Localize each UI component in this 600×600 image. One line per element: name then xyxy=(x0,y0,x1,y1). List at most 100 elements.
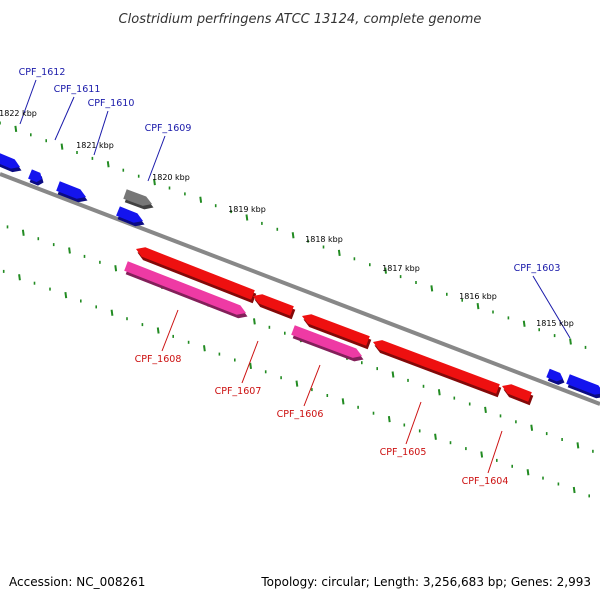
scale-tick xyxy=(295,380,299,387)
gene-cpf-1605[interactable] xyxy=(373,340,502,398)
kbp-label: 1815 kbp xyxy=(536,319,574,328)
scale-tick xyxy=(68,247,71,254)
gene-cpf-1612-body[interactable] xyxy=(28,169,42,183)
gene-label-cpf-1610[interactable]: CPF_1610 xyxy=(88,98,135,109)
scale-tick xyxy=(60,143,64,150)
gene-labels: CPF_1612 CPF_1611 CPF_1610 CPF_1609 CPF_1603… xyxy=(19,67,571,487)
scale-tick xyxy=(199,196,203,203)
gene-cpf-1612[interactable] xyxy=(28,169,44,186)
backbone-line xyxy=(0,172,600,406)
gene-label-cpf-1611[interactable]: CPF_1611 xyxy=(54,84,101,95)
kbp-label: 1818 kbp xyxy=(305,235,343,244)
scale-tick xyxy=(14,125,18,133)
genome-summary-text: Topology: circular; Length: 3,256,683 bp… xyxy=(260,575,591,589)
gene-cpf-1609-body[interactable] xyxy=(123,189,152,206)
gene-cpf-1605[interactable] xyxy=(302,314,372,350)
scale-tick xyxy=(245,214,249,221)
scale-tick xyxy=(110,309,114,316)
scale-tick xyxy=(64,291,68,299)
gene-rna-block-body[interactable] xyxy=(124,261,246,315)
scale-tick xyxy=(114,265,118,272)
accession-text: Accession: NC_008261 xyxy=(9,575,145,589)
gene-cpf-1604-body[interactable] xyxy=(502,384,532,402)
gene-cpf-1611-body[interactable] xyxy=(56,181,86,199)
scale-tick xyxy=(526,469,530,476)
scale-tick xyxy=(437,389,441,396)
kbp-label: 1816 kbp xyxy=(459,292,497,301)
scale-tick xyxy=(387,415,391,423)
gene-cpf-1607[interactable] xyxy=(253,294,296,320)
gene-cpf-1604[interactable] xyxy=(502,384,534,406)
scale-tick xyxy=(480,451,484,458)
scale-ticks xyxy=(0,121,594,498)
scale-tick xyxy=(530,424,534,431)
gene-rna-block[interactable] xyxy=(124,261,248,319)
scale-tick xyxy=(569,338,572,345)
gene-cpf-1606[interactable] xyxy=(291,325,364,362)
gene-leader-cpf-1606 xyxy=(303,364,321,407)
gene-cpf-1610-body[interactable] xyxy=(116,206,143,223)
gene-features xyxy=(0,152,600,406)
genome-backbone xyxy=(0,172,600,406)
kbp-label: 1820 kbp xyxy=(152,173,190,182)
scale-tick xyxy=(384,267,387,274)
gene-cpf-1612-body[interactable] xyxy=(0,152,20,169)
gene-leader-cpf-1604 xyxy=(487,430,503,474)
scale-tick xyxy=(21,229,25,236)
scale-tick xyxy=(476,302,480,310)
scale-tick xyxy=(253,318,256,325)
scale-tick xyxy=(249,362,252,370)
gene-label-cpf-1609[interactable]: CPF_1609 xyxy=(145,123,192,134)
scale-tick xyxy=(341,398,345,405)
scale-tick xyxy=(434,433,437,440)
kbp-label: 1821 kbp xyxy=(76,141,114,150)
scale-tick xyxy=(18,274,21,281)
scale-labels: 1822 kbp 1821 kbp 1820 kbp 1819 kbp 1818 kbp… xyxy=(0,109,574,328)
gene-leader-cpf-1607 xyxy=(241,340,259,384)
gene-cpf-1611[interactable] xyxy=(56,181,88,203)
gene-leader-cpf-1603 xyxy=(532,275,571,339)
kbp-label: 1819 kbp xyxy=(228,205,266,214)
scale-tick xyxy=(522,320,526,327)
gene-cpf-1610[interactable] xyxy=(116,206,145,227)
scale-tick xyxy=(291,232,295,239)
scale-tick xyxy=(576,442,580,449)
gene-cpf-1605-body[interactable] xyxy=(373,340,500,394)
gene-label-cpf-1607[interactable]: CPF_1607 xyxy=(215,386,262,397)
gene-leader-cpf-1611 xyxy=(54,96,75,141)
gene-label-cpf-1608[interactable]: CPF_1608 xyxy=(135,354,182,365)
gene-label-cpf-1604[interactable]: CPF_1604 xyxy=(462,476,509,487)
gene-leader-cpf-1609 xyxy=(147,135,166,182)
scale-tick xyxy=(153,178,156,186)
gene-cpf-1606-body[interactable] xyxy=(291,325,362,358)
scale-tick xyxy=(430,285,434,292)
scale-tick xyxy=(156,327,160,334)
gene-label-cpf-1603[interactable]: CPF_1603 xyxy=(514,263,561,274)
scale-tick xyxy=(484,406,487,414)
gene-cpf-1608-body[interactable] xyxy=(136,247,255,300)
gene-cpf-1603[interactable] xyxy=(546,368,565,385)
gene-cpf-1603-body[interactable] xyxy=(546,368,563,382)
gene-leader-cpf-1605 xyxy=(405,401,422,445)
gene-label-cpf-1605[interactable]: CPF_1605 xyxy=(380,447,427,458)
scale-tick xyxy=(203,345,206,352)
gene-cpf-1607-body[interactable] xyxy=(253,294,294,316)
gene-cpf-1609[interactable] xyxy=(123,189,154,210)
gene-label-cpf-1612[interactable]: CPF_1612 xyxy=(19,67,66,78)
scale-tick xyxy=(391,371,395,378)
gene-leader-cpf-1610 xyxy=(93,110,109,156)
gene-cpf-1603[interactable] xyxy=(566,374,600,399)
gene-leader-cpf-1608 xyxy=(161,309,179,352)
scale-tick xyxy=(106,161,110,168)
gene-cpf-1603-body[interactable] xyxy=(566,374,600,395)
scale-tick xyxy=(337,249,341,257)
gene-leader-cpf-1612 xyxy=(19,79,37,125)
gene-label-cpf-1606[interactable]: CPF_1606 xyxy=(277,409,324,420)
gene-cpf-1612[interactable] xyxy=(0,152,22,173)
kbp-label: 1822 kbp xyxy=(0,109,37,118)
gene-cpf-1608[interactable] xyxy=(136,247,257,304)
map-title: Clostridium perfringens ATCC 13124, comp… xyxy=(119,12,482,27)
scale-tick xyxy=(572,486,576,494)
gene-cpf-1605-body[interactable] xyxy=(302,314,370,346)
